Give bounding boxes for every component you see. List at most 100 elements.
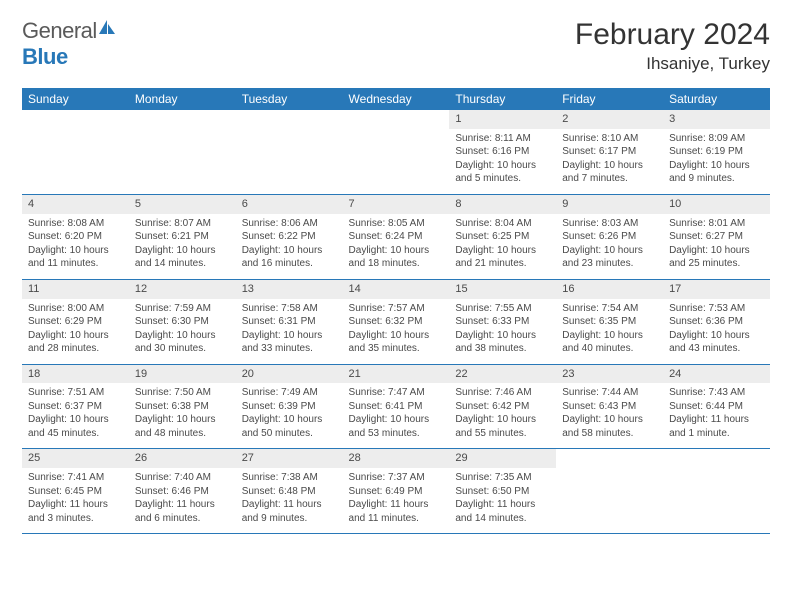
daylight-text: Daylight: 10 hours and 25 minutes.: [669, 244, 764, 271]
day-detail-cell: Sunrise: 8:04 AMSunset: 6:25 PMDaylight:…: [449, 214, 556, 280]
sunset-text: Sunset: 6:16 PM: [455, 145, 550, 159]
header-right: February 2024 Ihsaniye, Turkey: [575, 18, 770, 74]
day-number-cell: [663, 449, 770, 468]
day-detail-cell: Sunrise: 7:37 AMSunset: 6:49 PMDaylight:…: [343, 468, 450, 534]
daylight-text: Daylight: 10 hours and 55 minutes.: [455, 413, 550, 440]
day-detail-cell: Sunrise: 8:01 AMSunset: 6:27 PMDaylight:…: [663, 214, 770, 280]
sunrise-text: Sunrise: 8:09 AM: [669, 132, 764, 146]
day-detail-cell: Sunrise: 7:43 AMSunset: 6:44 PMDaylight:…: [663, 383, 770, 449]
day-detail-cell: Sunrise: 7:44 AMSunset: 6:43 PMDaylight:…: [556, 383, 663, 449]
day-detail-cell: Sunrise: 7:49 AMSunset: 6:39 PMDaylight:…: [236, 383, 343, 449]
sunset-text: Sunset: 6:43 PM: [562, 400, 657, 414]
day-number-cell: 14: [343, 279, 450, 298]
day-detail-cell: Sunrise: 7:53 AMSunset: 6:36 PMDaylight:…: [663, 299, 770, 365]
day-number-cell: 19: [129, 364, 236, 383]
sunset-text: Sunset: 6:36 PM: [669, 315, 764, 329]
day-number-cell: 17: [663, 279, 770, 298]
day-number-cell: [22, 110, 129, 129]
sunset-text: Sunset: 6:20 PM: [28, 230, 123, 244]
sunset-text: Sunset: 6:37 PM: [28, 400, 123, 414]
sunrise-text: Sunrise: 7:40 AM: [135, 471, 230, 485]
day-number-cell: [343, 110, 450, 129]
sunrise-text: Sunrise: 8:10 AM: [562, 132, 657, 146]
sunset-text: Sunset: 6:29 PM: [28, 315, 123, 329]
daylight-text: Daylight: 11 hours and 1 minute.: [669, 413, 764, 440]
day-number-cell: 3: [663, 110, 770, 129]
brand-word2: Blue: [22, 44, 68, 69]
day-number-cell: 2: [556, 110, 663, 129]
day-detail-cell: Sunrise: 8:07 AMSunset: 6:21 PMDaylight:…: [129, 214, 236, 280]
sunrise-text: Sunrise: 7:47 AM: [349, 386, 444, 400]
daylight-text: Daylight: 11 hours and 9 minutes.: [242, 498, 337, 525]
daylight-text: Daylight: 10 hours and 33 minutes.: [242, 329, 337, 356]
week-number-row: 11121314151617: [22, 279, 770, 298]
sunset-text: Sunset: 6:19 PM: [669, 145, 764, 159]
dayhead-tue: Tuesday: [236, 88, 343, 110]
calendar-table: Sunday Monday Tuesday Wednesday Thursday…: [22, 88, 770, 534]
day-detail-cell: Sunrise: 8:09 AMSunset: 6:19 PMDaylight:…: [663, 129, 770, 195]
sunrise-text: Sunrise: 7:57 AM: [349, 302, 444, 316]
day-number-cell: 27: [236, 449, 343, 468]
daylight-text: Daylight: 11 hours and 3 minutes.: [28, 498, 123, 525]
day-number-cell: 7: [343, 194, 450, 213]
sunset-text: Sunset: 6:31 PM: [242, 315, 337, 329]
day-detail-cell: Sunrise: 7:51 AMSunset: 6:37 PMDaylight:…: [22, 383, 129, 449]
brand-text: General Blue: [22, 18, 117, 70]
daylight-text: Daylight: 10 hours and 30 minutes.: [135, 329, 230, 356]
sunrise-text: Sunrise: 7:50 AM: [135, 386, 230, 400]
day-number-cell: 13: [236, 279, 343, 298]
daylight-text: Daylight: 11 hours and 6 minutes.: [135, 498, 230, 525]
daylight-text: Daylight: 10 hours and 21 minutes.: [455, 244, 550, 271]
day-detail-cell: Sunrise: 7:40 AMSunset: 6:46 PMDaylight:…: [129, 468, 236, 534]
week-detail-row: Sunrise: 8:00 AMSunset: 6:29 PMDaylight:…: [22, 299, 770, 365]
day-detail-cell: Sunrise: 8:06 AMSunset: 6:22 PMDaylight:…: [236, 214, 343, 280]
sunrise-text: Sunrise: 7:38 AM: [242, 471, 337, 485]
day-number-cell: 18: [22, 364, 129, 383]
day-number-cell: 28: [343, 449, 450, 468]
sunset-text: Sunset: 6:45 PM: [28, 485, 123, 499]
day-number-cell: 29: [449, 449, 556, 468]
daylight-text: Daylight: 10 hours and 40 minutes.: [562, 329, 657, 356]
daylight-text: Daylight: 10 hours and 16 minutes.: [242, 244, 337, 271]
daylight-text: Daylight: 11 hours and 11 minutes.: [349, 498, 444, 525]
daylight-text: Daylight: 10 hours and 48 minutes.: [135, 413, 230, 440]
day-detail-cell: Sunrise: 7:55 AMSunset: 6:33 PMDaylight:…: [449, 299, 556, 365]
month-title: February 2024: [575, 18, 770, 52]
brand-word1: General: [22, 18, 97, 43]
day-number-cell: 21: [343, 364, 450, 383]
week-detail-row: Sunrise: 7:51 AMSunset: 6:37 PM Daylight:…: [22, 383, 770, 449]
sunrise-text: Sunrise: 7:46 AM: [455, 386, 550, 400]
sunrise-text: Sunrise: 8:03 AM: [562, 217, 657, 231]
daylight-text: Daylight: 10 hours and 18 minutes.: [349, 244, 444, 271]
day-detail-cell: [22, 129, 129, 195]
day-number-cell: 1: [449, 110, 556, 129]
day-number-cell: 12: [129, 279, 236, 298]
day-detail-cell: Sunrise: 7:46 AMSunset: 6:42 PMDaylight:…: [449, 383, 556, 449]
daylight-text: Daylight: 10 hours and 7 minutes.: [562, 159, 657, 186]
sunrise-text: Sunrise: 8:01 AM: [669, 217, 764, 231]
dayhead-fri: Friday: [556, 88, 663, 110]
day-detail-cell: Sunrise: 7:41 AMSunset: 6:45 PMDaylight:…: [22, 468, 129, 534]
sunset-text: Sunset: 6:26 PM: [562, 230, 657, 244]
sunrise-text: Sunrise: 7:49 AM: [242, 386, 337, 400]
sunset-text: Sunset: 6:22 PM: [242, 230, 337, 244]
sunset-text: Sunset: 6:39 PM: [242, 400, 337, 414]
week-number-row: 45678910: [22, 194, 770, 213]
brand-logo: General Blue: [22, 18, 117, 70]
sunrise-text: Sunrise: 7:37 AM: [349, 471, 444, 485]
day-detail-cell: Sunrise: 8:10 AMSunset: 6:17 PMDaylight:…: [556, 129, 663, 195]
day-detail-cell: [556, 468, 663, 534]
day-number-cell: 16: [556, 279, 663, 298]
sunrise-text: Sunrise: 7:59 AM: [135, 302, 230, 316]
day-number-cell: 8: [449, 194, 556, 213]
sunset-text: Sunset: 6:27 PM: [669, 230, 764, 244]
week-number-row: 123: [22, 110, 770, 129]
dayhead-thu: Thursday: [449, 88, 556, 110]
week-number-row: 18192021222324: [22, 364, 770, 383]
day-detail-cell: Sunrise: 7:35 AMSunset: 6:50 PMDaylight:…: [449, 468, 556, 534]
dayhead-sat: Saturday: [663, 88, 770, 110]
daylight-text: Daylight: 10 hours and 9 minutes.: [669, 159, 764, 186]
day-detail-cell: Sunrise: 8:05 AMSunset: 6:24 PMDaylight:…: [343, 214, 450, 280]
sunrise-text: Sunrise: 7:51 AM: [28, 386, 123, 400]
calendar-head: Sunday Monday Tuesday Wednesday Thursday…: [22, 88, 770, 110]
